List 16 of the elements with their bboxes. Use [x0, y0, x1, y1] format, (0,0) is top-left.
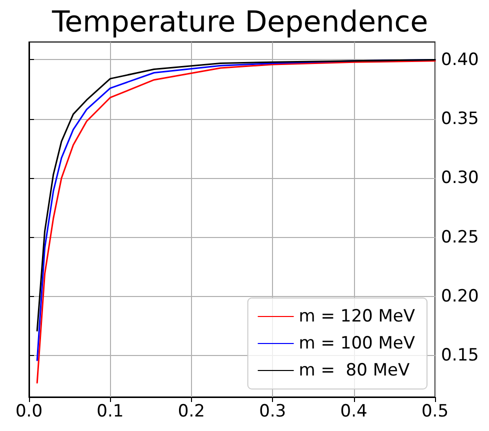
y-tick-label: 0.40 — [441, 50, 479, 70]
legend-label: m = 120 MeV — [298, 306, 416, 326]
y-tick-label: 0.15 — [441, 346, 479, 366]
chart-title: Temperature Dependence — [50, 4, 428, 38]
y-tick-label: 0.30 — [441, 168, 479, 188]
x-tick-label: 0.4 — [340, 402, 368, 422]
y-tick-label: 0.20 — [441, 286, 479, 306]
x-tick-label: 0.3 — [259, 402, 286, 422]
x-tick-label: 0.2 — [178, 402, 205, 422]
legend-label: m = 80 MeV — [298, 360, 410, 380]
y-tick-label: 0.35 — [441, 108, 479, 129]
legend-label: m = 100 MeV — [298, 334, 416, 354]
x-tick-label: 0.1 — [96, 402, 124, 422]
x-tick-label: 0.5 — [421, 402, 449, 422]
x-tick-label: 0.0 — [15, 402, 43, 422]
y-tick-label: 0.25 — [441, 227, 479, 248]
